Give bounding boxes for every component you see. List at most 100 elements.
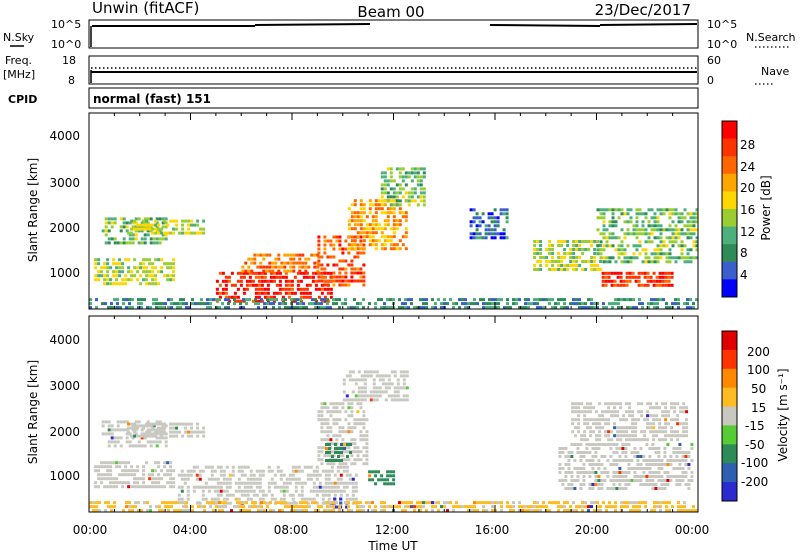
heat-cell bbox=[163, 262, 167, 266]
heat-cell bbox=[482, 509, 485, 513]
heat-cell bbox=[372, 382, 376, 386]
heat-cell bbox=[668, 216, 672, 220]
heat-cell bbox=[682, 422, 686, 426]
heat-cell bbox=[316, 261, 320, 265]
heat-cell bbox=[332, 462, 336, 466]
heat-cell bbox=[222, 469, 226, 473]
heat-cell bbox=[137, 241, 141, 245]
heat-cell bbox=[674, 212, 678, 216]
heat-cell bbox=[593, 256, 597, 259]
heat-cell bbox=[242, 271, 246, 275]
heat-cell bbox=[312, 485, 316, 489]
heat-cell bbox=[554, 501, 557, 505]
heat-cell bbox=[487, 232, 491, 236]
heat-cell bbox=[566, 509, 569, 513]
heat-cell bbox=[640, 410, 644, 414]
heat-cell bbox=[452, 302, 455, 306]
heat-cell bbox=[586, 438, 590, 442]
heat-cell bbox=[164, 217, 168, 221]
heat-cell bbox=[246, 497, 250, 501]
heat-cell bbox=[127, 485, 131, 489]
heat-cell bbox=[357, 394, 361, 398]
heat-cell bbox=[329, 279, 333, 283]
heat-cell bbox=[206, 306, 209, 310]
heat-cell bbox=[139, 227, 143, 231]
heat-cell bbox=[116, 436, 120, 440]
heat-cell bbox=[350, 279, 354, 283]
heat-cell bbox=[292, 269, 296, 273]
heat-cell bbox=[243, 465, 247, 469]
vel-ytick-1000: 1000 bbox=[49, 469, 80, 483]
heat-cell bbox=[341, 259, 345, 263]
heat-cell bbox=[107, 440, 111, 444]
heat-cell bbox=[413, 306, 416, 310]
heat-cell bbox=[341, 430, 345, 434]
heat-cell bbox=[248, 505, 251, 509]
heat-cell bbox=[239, 271, 243, 275]
heat-cell bbox=[350, 430, 354, 434]
heat-cell bbox=[399, 386, 403, 390]
heat-cell bbox=[573, 443, 577, 446]
heat-cell bbox=[286, 261, 290, 265]
heat-cell bbox=[576, 443, 580, 446]
heat-cell bbox=[668, 240, 672, 244]
heat-cell bbox=[116, 440, 120, 444]
heat-cell bbox=[181, 231, 185, 235]
heat-cell bbox=[530, 509, 533, 513]
heat-cell bbox=[115, 282, 119, 286]
heat-cell bbox=[125, 501, 128, 505]
heat-cell bbox=[610, 410, 614, 414]
heat-cell bbox=[470, 302, 473, 306]
heat-cell bbox=[689, 224, 693, 228]
heat-cell bbox=[404, 211, 408, 215]
heat-cell bbox=[383, 239, 387, 243]
heat-cell bbox=[125, 420, 129, 424]
heat-cell bbox=[332, 243, 336, 247]
heat-cell bbox=[106, 258, 110, 262]
heat-cell bbox=[608, 501, 611, 505]
heat-cell bbox=[263, 271, 267, 275]
heat-cell bbox=[605, 208, 609, 212]
heat-cell bbox=[582, 467, 586, 470]
heat-cell bbox=[309, 465, 313, 469]
heat-cell bbox=[628, 271, 632, 275]
heat-cell bbox=[179, 298, 182, 302]
heat-cell bbox=[345, 374, 349, 378]
heat-cell bbox=[291, 497, 295, 501]
heat-cell bbox=[354, 489, 358, 493]
heat-cell bbox=[276, 485, 280, 489]
heat-cell bbox=[548, 252, 552, 255]
heat-cell bbox=[122, 217, 126, 221]
heat-cell bbox=[377, 470, 381, 474]
heat-cell bbox=[219, 493, 223, 497]
heat-cell bbox=[410, 199, 414, 203]
heat-cell bbox=[620, 212, 624, 216]
heat-cell bbox=[383, 199, 387, 203]
heat-cell bbox=[224, 295, 228, 299]
heat-cell bbox=[254, 501, 257, 505]
heat-cell bbox=[627, 467, 631, 470]
heat-cell bbox=[110, 509, 113, 513]
heat-cell bbox=[169, 274, 173, 278]
heat-cell bbox=[404, 298, 407, 302]
heat-cell bbox=[399, 374, 403, 378]
heat-cell bbox=[594, 451, 598, 454]
heat-cell bbox=[461, 505, 464, 509]
heat-cell bbox=[338, 505, 341, 509]
heat-cell bbox=[539, 256, 543, 259]
heat-cell bbox=[667, 283, 671, 287]
heat-cell bbox=[166, 461, 170, 465]
heat-cell bbox=[593, 501, 596, 505]
heat-cell bbox=[575, 505, 578, 509]
heat-cell bbox=[151, 262, 155, 266]
heat-cell bbox=[404, 306, 407, 310]
heat-cell bbox=[164, 221, 168, 225]
heat-cell bbox=[680, 509, 683, 513]
heat-cell bbox=[661, 430, 665, 434]
heat-cell bbox=[182, 501, 185, 505]
heat-cell bbox=[602, 306, 605, 310]
heat-cell bbox=[285, 481, 289, 485]
heat-cell bbox=[215, 287, 219, 291]
heat-cell bbox=[237, 477, 241, 481]
heat-cell bbox=[362, 438, 366, 442]
